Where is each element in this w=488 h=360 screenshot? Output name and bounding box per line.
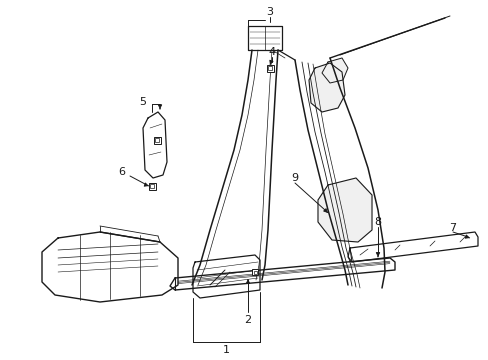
Bar (266, 64, 273, 72)
Bar (253, 270, 256, 274)
Polygon shape (308, 63, 345, 112)
Polygon shape (42, 232, 178, 302)
Text: 4: 4 (268, 47, 275, 57)
Bar (153, 136, 160, 144)
Bar (155, 138, 159, 142)
Polygon shape (142, 112, 167, 178)
Text: 5: 5 (139, 97, 146, 107)
Text: 3: 3 (266, 7, 273, 17)
Bar (148, 183, 155, 189)
Polygon shape (347, 232, 477, 262)
Polygon shape (247, 26, 282, 50)
Bar (268, 66, 271, 70)
Text: 2: 2 (244, 315, 251, 325)
Polygon shape (321, 58, 347, 83)
Bar (251, 269, 258, 275)
Polygon shape (193, 255, 260, 298)
Polygon shape (317, 178, 371, 242)
Text: 1: 1 (222, 345, 229, 355)
Text: 7: 7 (448, 223, 456, 233)
Bar (150, 184, 153, 188)
Polygon shape (170, 258, 394, 290)
Text: 9: 9 (291, 173, 298, 183)
Text: 8: 8 (374, 217, 381, 227)
Text: 6: 6 (118, 167, 125, 177)
